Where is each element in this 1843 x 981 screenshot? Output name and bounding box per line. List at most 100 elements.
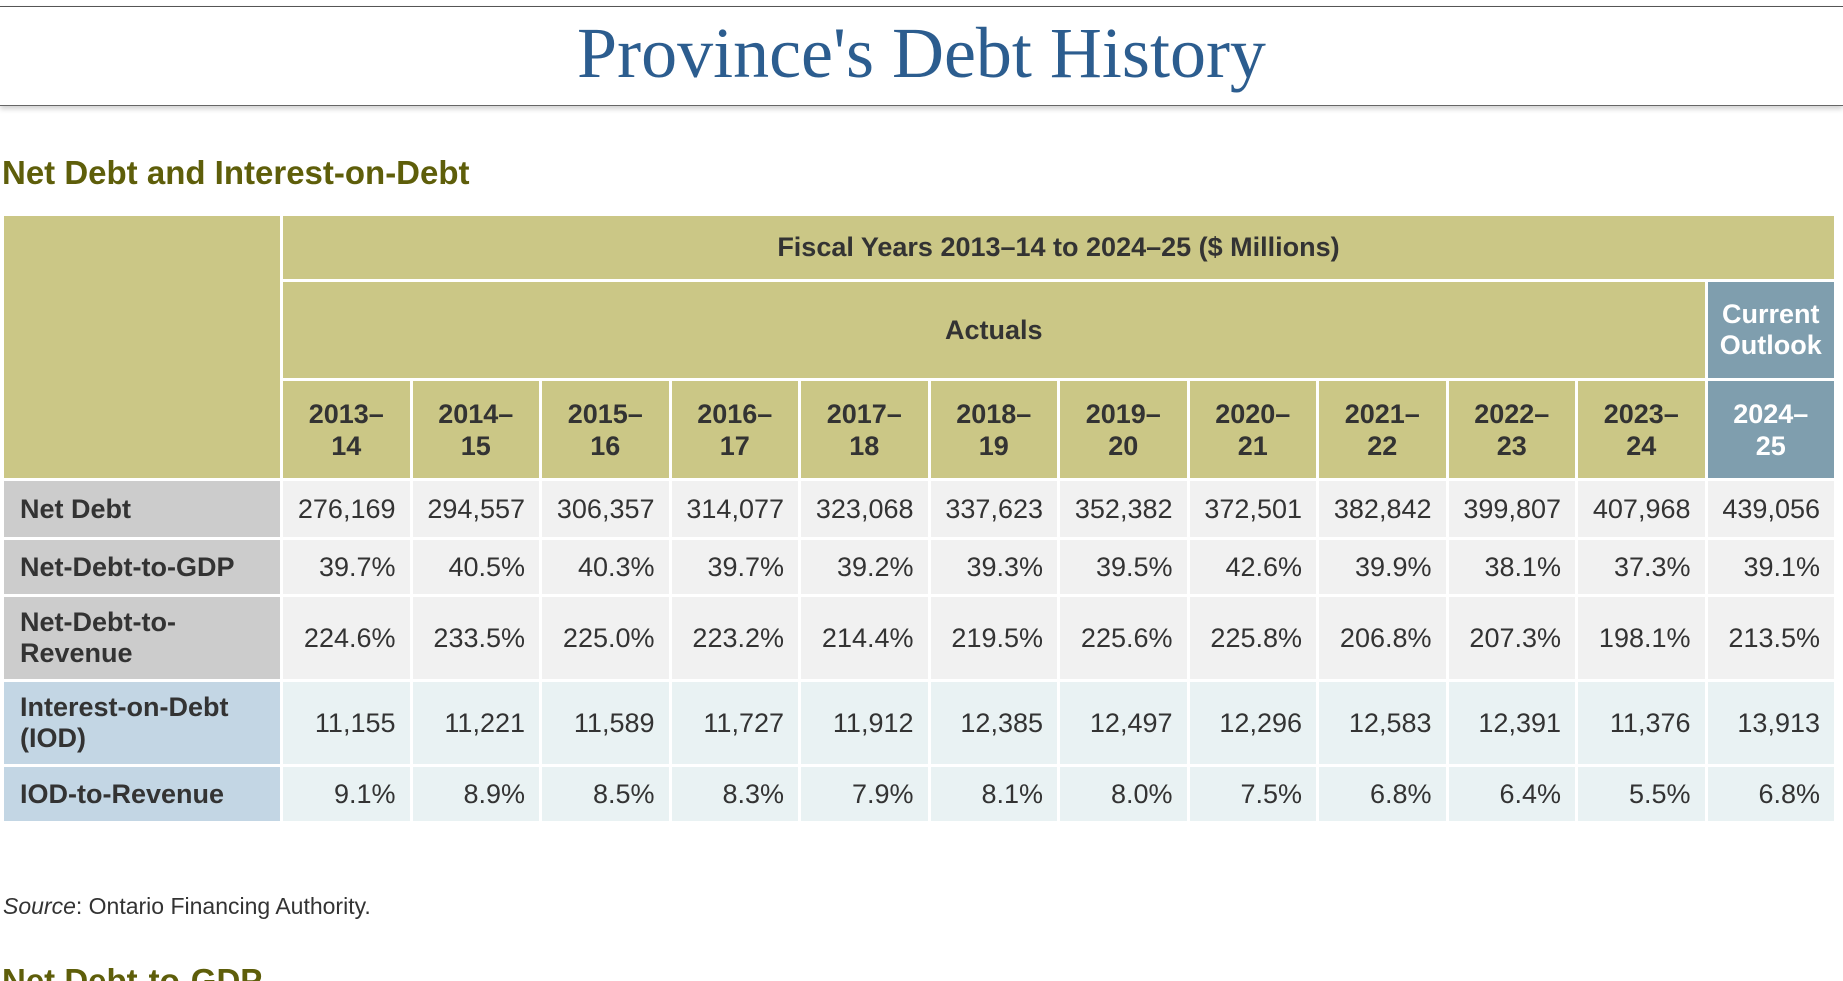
- table-cell: 306,357: [542, 481, 669, 537]
- table-cell: 225.0%: [542, 597, 669, 679]
- page-title-band: Province's Debt History: [0, 6, 1843, 106]
- row-label: IOD-to-Revenue: [4, 767, 280, 821]
- year-header-start: 2019–: [1085, 398, 1161, 429]
- source-text: : Ontario Financing Authority.: [75, 893, 371, 919]
- table-cell: 6.4%: [1448, 767, 1575, 821]
- table-cell: 40.5%: [412, 540, 539, 594]
- year-header-start: 2017–: [826, 398, 902, 429]
- table-cell: 407,968: [1578, 481, 1705, 537]
- page-title: Province's Debt History: [577, 13, 1266, 93]
- table-cell: 8.5%: [542, 767, 669, 821]
- table-cell: 225.6%: [1060, 597, 1187, 679]
- table-cell: 198.1%: [1578, 597, 1705, 679]
- table-row: Net-Debt-to-Revenue 224.6% 233.5% 225.0% 223…: [4, 597, 1834, 679]
- table-cell: 11,155: [283, 682, 410, 764]
- table-cell: 207.3%: [1448, 597, 1575, 679]
- year-header: 2023– 24: [1578, 381, 1705, 478]
- year-header-start: 2015–: [567, 398, 643, 429]
- source-note: Source: Ontario Financing Authority.: [3, 893, 371, 920]
- year-header-end: 20: [1108, 430, 1139, 461]
- year-header-end: 24: [1626, 430, 1657, 461]
- table-cell: 7.9%: [801, 767, 928, 821]
- table-cell: 39.5%: [1060, 540, 1187, 594]
- year-header: 2015– 16: [542, 381, 669, 478]
- table-cell: 6.8%: [1707, 767, 1834, 821]
- table-cell: 37.3%: [1578, 540, 1705, 594]
- table-cell: 39.1%: [1707, 540, 1834, 594]
- table-cell: 5.5%: [1578, 767, 1705, 821]
- table-cell: 294,557: [412, 481, 539, 537]
- table-cell: 8.0%: [1060, 767, 1187, 821]
- debt-table: Fiscal Years 2013–14 to 2024–25 ($ Milli…: [1, 213, 1837, 824]
- table-cell: 382,842: [1319, 481, 1446, 537]
- year-header-end: 14: [331, 430, 362, 461]
- table-cell: 213.5%: [1707, 597, 1834, 679]
- year-header-end: 16: [590, 430, 621, 461]
- year-header-start: 2018–: [956, 398, 1032, 429]
- table-cell: 40.3%: [542, 540, 669, 594]
- year-header: 2019– 20: [1060, 381, 1187, 478]
- year-header: 2018– 19: [930, 381, 1057, 478]
- table-cell: 39.3%: [930, 540, 1057, 594]
- year-header-start: 2020–: [1215, 398, 1291, 429]
- year-header-end: 15: [460, 430, 491, 461]
- section-heading: Net Debt and Interest-on-Debt: [2, 154, 470, 191]
- table-cell: 38.1%: [1448, 540, 1575, 594]
- table-cell: 337,623: [930, 481, 1057, 537]
- table-cell: 206.8%: [1319, 597, 1446, 679]
- year-header-end: 21: [1237, 430, 1268, 461]
- fiscal-years-header: Fiscal Years 2013–14 to 2024–25 ($ Milli…: [283, 216, 1834, 279]
- table-corner-cell: [4, 216, 280, 478]
- row-label: Interest-on-Debt (IOD): [4, 682, 280, 764]
- year-header: 2021– 22: [1319, 381, 1446, 478]
- year-header-end: 19: [978, 430, 1009, 461]
- table-cell: 12,296: [1189, 682, 1316, 764]
- year-header-end: 23: [1496, 430, 1527, 461]
- year-header-row: 2013– 14 2014– 15 2015– 16 2016– 17 2017– 18 2018–…: [4, 381, 1834, 478]
- row-label: Net-Debt-to-GDP: [4, 540, 280, 594]
- table-cell: 219.5%: [930, 597, 1057, 679]
- table-cell: 8.9%: [412, 767, 539, 821]
- year-header: 2020– 21: [1189, 381, 1316, 478]
- table-cell: 11,376: [1578, 682, 1705, 764]
- year-header: 2017– 18: [801, 381, 928, 478]
- table-row: Net Debt 276,169 294,557 306,357 314,077 323,…: [4, 481, 1834, 537]
- table-cell: 39.9%: [1319, 540, 1446, 594]
- table-cell: 11,589: [542, 682, 669, 764]
- table-cell: 11,727: [671, 682, 798, 764]
- table-cell: 11,221: [412, 682, 539, 764]
- row-label: Net-Debt-to-Revenue: [4, 597, 280, 679]
- table-cell: 214.4%: [801, 597, 928, 679]
- current-outlook-header: Current Outlook: [1707, 282, 1834, 378]
- table-cell: 233.5%: [412, 597, 539, 679]
- row-label: Net Debt: [4, 481, 280, 537]
- year-header-start: 2016–: [697, 398, 773, 429]
- table-cell: 39.7%: [283, 540, 410, 594]
- year-header-start: 2013–: [308, 398, 384, 429]
- year-header-start: 2021–: [1344, 398, 1420, 429]
- table-cell: 323,068: [801, 481, 928, 537]
- year-header: 2016– 17: [671, 381, 798, 478]
- table-cell: 7.5%: [1189, 767, 1316, 821]
- table-cell: 39.2%: [801, 540, 928, 594]
- year-header-end: 17: [719, 430, 750, 461]
- table-cell: 13,913: [1707, 682, 1834, 764]
- table-cell: 276,169: [283, 481, 410, 537]
- table-cell: 42.6%: [1189, 540, 1316, 594]
- year-header-start: 2014–: [438, 398, 514, 429]
- table-cell: 224.6%: [283, 597, 410, 679]
- table-cell: 12,385: [930, 682, 1057, 764]
- table-row: IOD-to-Revenue 9.1% 8.9% 8.5% 8.3% 7.9% 8.1% 8.…: [4, 767, 1834, 821]
- source-label: Source: [3, 893, 76, 919]
- table-cell: 39.7%: [671, 540, 798, 594]
- year-header-end: 25: [1755, 430, 1786, 461]
- year-header-start: 2022–: [1474, 398, 1550, 429]
- year-header: 2013– 14: [283, 381, 410, 478]
- table-cell: 12,391: [1448, 682, 1575, 764]
- table-cell: 314,077: [671, 481, 798, 537]
- table-cell: 12,583: [1319, 682, 1446, 764]
- table-cell: 399,807: [1448, 481, 1575, 537]
- table-cell: 6.8%: [1319, 767, 1446, 821]
- table-cell: 11,912: [801, 682, 928, 764]
- table-cell: 12,497: [1060, 682, 1187, 764]
